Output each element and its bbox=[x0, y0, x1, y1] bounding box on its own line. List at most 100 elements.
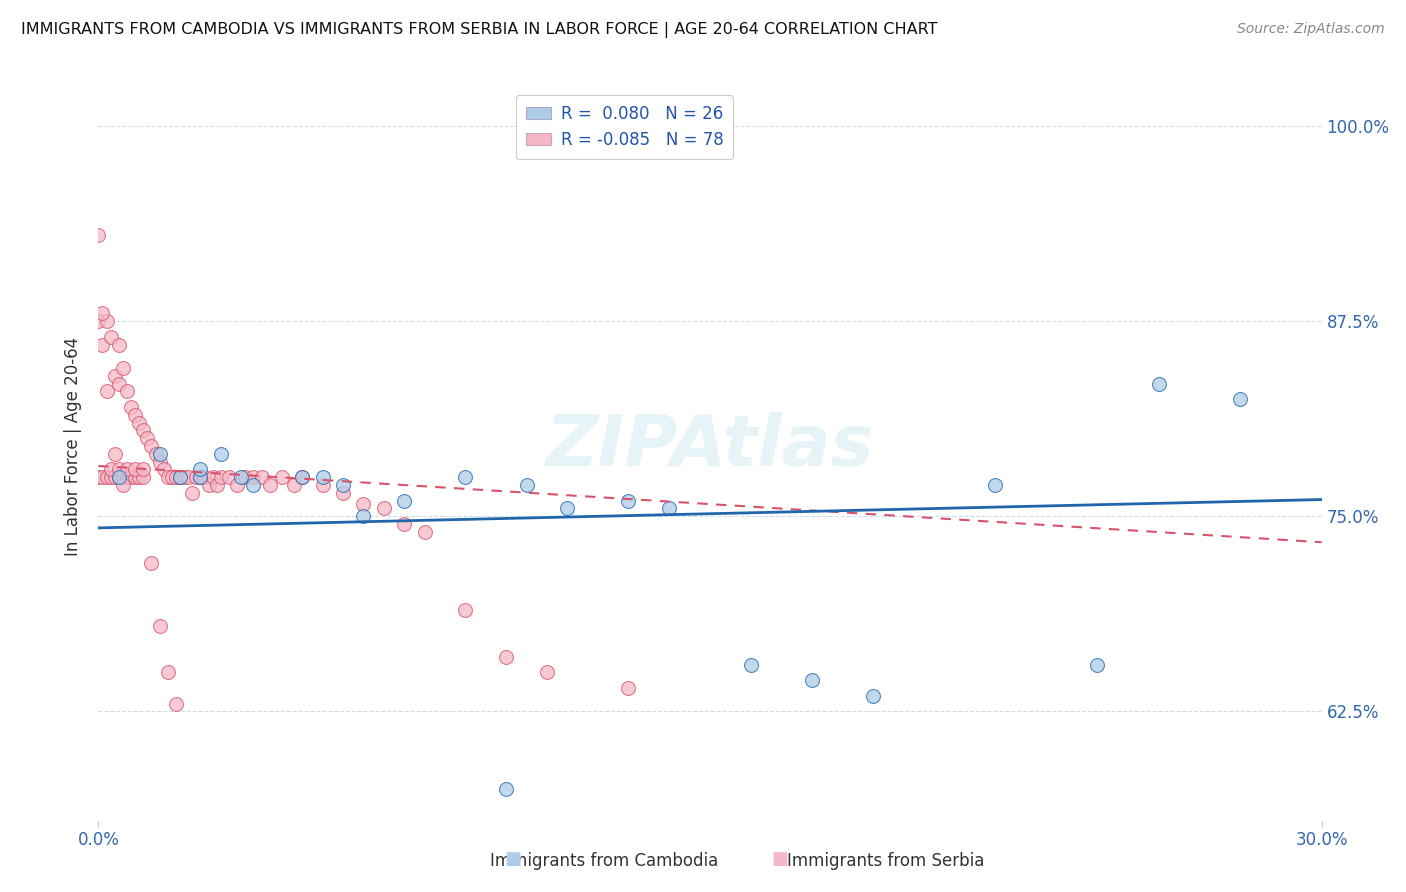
Point bbox=[132, 470, 155, 484]
Point bbox=[156, 470, 179, 484]
Point bbox=[1147, 376, 1170, 391]
Point bbox=[141, 556, 163, 570]
Point bbox=[218, 470, 240, 484]
Point bbox=[617, 681, 640, 695]
Point bbox=[108, 337, 131, 351]
Point bbox=[392, 493, 416, 508]
Point bbox=[312, 478, 335, 492]
Text: ■: ■ bbox=[505, 850, 522, 868]
Point bbox=[100, 462, 122, 476]
Point bbox=[124, 470, 146, 484]
Point bbox=[165, 697, 187, 711]
Point bbox=[188, 462, 212, 476]
Point bbox=[156, 665, 179, 680]
Point bbox=[495, 649, 517, 664]
Point bbox=[188, 470, 212, 484]
Point bbox=[201, 470, 224, 484]
Point bbox=[115, 470, 138, 484]
Point bbox=[149, 454, 172, 468]
Point bbox=[108, 470, 131, 484]
Point bbox=[454, 603, 477, 617]
Point bbox=[242, 470, 264, 484]
Point bbox=[91, 337, 114, 351]
Text: IMMIGRANTS FROM CAMBODIA VS IMMIGRANTS FROM SERBIA IN LABOR FORCE | AGE 20-64 CO: IMMIGRANTS FROM CAMBODIA VS IMMIGRANTS F… bbox=[21, 22, 938, 38]
Point bbox=[373, 501, 395, 516]
Point bbox=[165, 470, 187, 484]
Point bbox=[115, 384, 138, 399]
Point bbox=[233, 470, 256, 484]
Point bbox=[120, 400, 142, 414]
Point bbox=[231, 470, 253, 484]
Point bbox=[120, 470, 142, 484]
Point bbox=[250, 470, 273, 484]
Point bbox=[209, 447, 232, 461]
Point bbox=[136, 431, 159, 445]
Point bbox=[149, 447, 172, 461]
Point bbox=[454, 470, 477, 484]
Point bbox=[104, 447, 127, 461]
Point bbox=[132, 462, 155, 476]
Point bbox=[87, 228, 110, 243]
Point bbox=[124, 462, 146, 476]
Point bbox=[96, 384, 118, 399]
Point bbox=[209, 470, 232, 484]
Point bbox=[169, 470, 191, 484]
Point bbox=[181, 485, 204, 500]
Point bbox=[169, 470, 191, 484]
Point bbox=[283, 478, 305, 492]
Point bbox=[242, 478, 264, 492]
Point bbox=[1085, 657, 1108, 672]
Point bbox=[108, 470, 131, 484]
Point bbox=[536, 665, 558, 680]
Point bbox=[226, 478, 249, 492]
Point bbox=[141, 439, 163, 453]
Text: Immigrants from Cambodia: Immigrants from Cambodia bbox=[491, 852, 718, 870]
Point bbox=[100, 329, 122, 343]
Point bbox=[96, 470, 118, 484]
Point bbox=[392, 516, 416, 531]
Point bbox=[132, 423, 155, 437]
Point bbox=[124, 408, 146, 422]
Point bbox=[205, 478, 228, 492]
Point bbox=[104, 368, 127, 383]
Point bbox=[188, 470, 212, 484]
Point bbox=[862, 689, 884, 703]
Point bbox=[104, 470, 127, 484]
Point bbox=[984, 478, 1007, 492]
Point bbox=[291, 470, 314, 484]
Point bbox=[291, 470, 314, 484]
Point bbox=[270, 470, 294, 484]
Text: ZIPAtlas: ZIPAtlas bbox=[546, 411, 875, 481]
Point bbox=[177, 470, 200, 484]
Point bbox=[115, 462, 138, 476]
Point bbox=[111, 360, 134, 375]
Point bbox=[1229, 392, 1251, 407]
Point bbox=[193, 470, 215, 484]
Point bbox=[658, 501, 681, 516]
Point bbox=[91, 306, 114, 320]
Point bbox=[516, 478, 538, 492]
Y-axis label: In Labor Force | Age 20-64: In Labor Force | Age 20-64 bbox=[65, 336, 83, 556]
Point bbox=[617, 493, 640, 508]
Point bbox=[152, 462, 174, 476]
Text: Source: ZipAtlas.com: Source: ZipAtlas.com bbox=[1237, 22, 1385, 37]
Point bbox=[87, 314, 110, 328]
Point bbox=[160, 470, 183, 484]
Point bbox=[413, 524, 436, 539]
Point bbox=[108, 376, 131, 391]
Point bbox=[149, 618, 172, 632]
Point bbox=[352, 497, 374, 511]
Point bbox=[111, 478, 134, 492]
Point bbox=[495, 782, 517, 797]
Text: Immigrants from Serbia: Immigrants from Serbia bbox=[787, 852, 984, 870]
Point bbox=[555, 501, 579, 516]
Legend: R =  0.080   N = 26, R = -0.085   N = 78: R = 0.080 N = 26, R = -0.085 N = 78 bbox=[516, 95, 734, 159]
Point bbox=[91, 470, 114, 484]
Point bbox=[186, 470, 208, 484]
Point bbox=[259, 478, 281, 492]
Point bbox=[173, 470, 195, 484]
Point bbox=[128, 416, 150, 430]
Point bbox=[96, 314, 118, 328]
Text: ■: ■ bbox=[772, 850, 789, 868]
Point bbox=[108, 462, 131, 476]
